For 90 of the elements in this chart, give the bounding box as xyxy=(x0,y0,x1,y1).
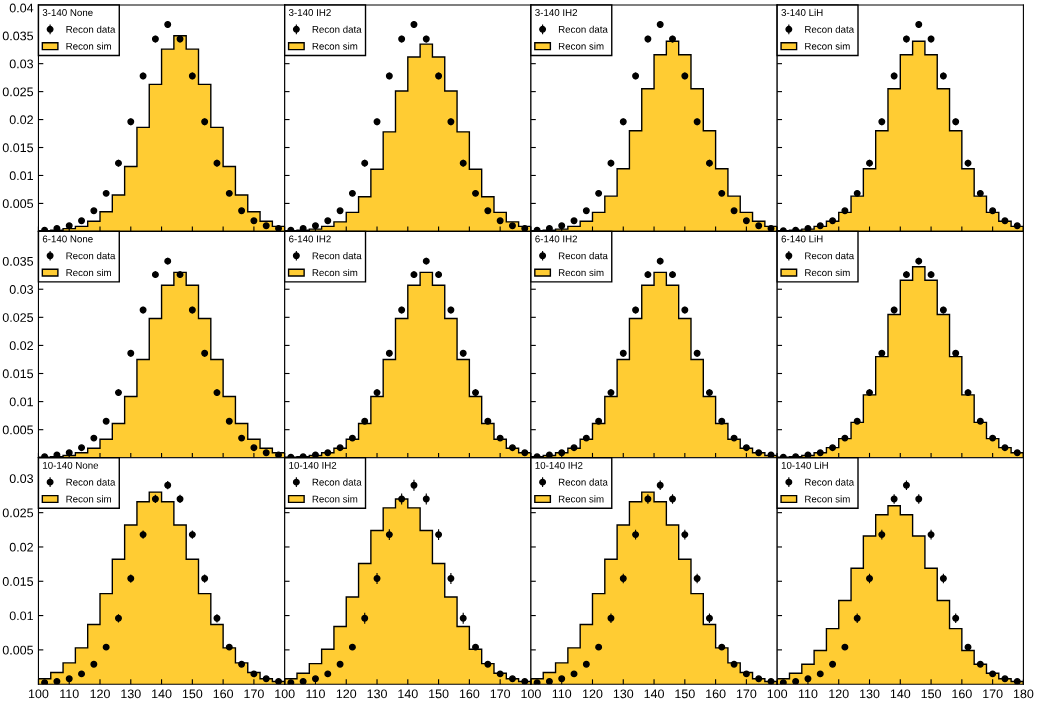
x-tick-label: 170 xyxy=(490,689,511,699)
y-tick-label: 0.03 xyxy=(9,474,34,484)
x-tick-label: 170 xyxy=(244,689,264,699)
legend-label: Recon data xyxy=(805,252,855,260)
y-tick-label: 0.04 xyxy=(9,3,34,13)
legend-label: Recon data xyxy=(312,252,362,260)
x-tick-label: 120 xyxy=(90,689,110,699)
legend-label: Recon sim xyxy=(558,268,604,277)
legend-title: 6-140 IH2 xyxy=(535,235,578,243)
legend-title: 3-140 None xyxy=(42,9,93,16)
legend-label: Recon data xyxy=(805,478,855,486)
x-tick-label: 180 xyxy=(1013,689,1034,699)
y-tick-label: 0.005 xyxy=(2,645,34,655)
x-tick-label: 160 xyxy=(952,689,972,699)
x-tick-label: 120 xyxy=(829,689,849,699)
x-tick-label: 100 xyxy=(521,689,541,699)
x-tick-label: 140 xyxy=(644,689,664,699)
x-tick-label: 160 xyxy=(459,689,480,699)
x-tick-label: 160 xyxy=(706,689,726,699)
x-tick-label: 150 xyxy=(675,689,695,699)
y-tick-label: 0.005 xyxy=(2,425,34,435)
legend-label: Recon data xyxy=(312,25,362,33)
legend-title: 10-140 IH2 xyxy=(289,461,337,469)
y-tick-label: 0.02 xyxy=(9,542,33,552)
y-tick-label: 0.025 xyxy=(2,313,34,322)
legend-label: Recon sim xyxy=(66,268,111,277)
legend-title: 6-140 IH2 xyxy=(289,235,331,243)
x-tick-label: 170 xyxy=(736,689,757,699)
y-tick-label: 0.025 xyxy=(2,87,34,97)
legend-label: Recon data xyxy=(558,25,608,33)
legend-label: Recon sim xyxy=(805,268,850,277)
legend-label: Recon sim xyxy=(558,495,604,503)
x-tick-label: 130 xyxy=(367,689,387,699)
y-tick-label: 0.01 xyxy=(9,397,33,407)
y-tick-label: 0.035 xyxy=(2,256,34,266)
legend-title: 6-140 None xyxy=(42,235,93,243)
x-tick-label: 100 xyxy=(767,689,788,699)
x-tick-label: 170 xyxy=(983,689,1003,699)
legend-title: 3-140 IH2 xyxy=(535,9,578,16)
legend-label: Recon data xyxy=(312,478,362,486)
legend-title: 3-140 IH2 xyxy=(288,9,331,16)
legend-title: 10-140 LiH xyxy=(781,461,828,469)
x-tick-label: 100 xyxy=(28,689,49,699)
x-tick-label: 130 xyxy=(121,689,141,699)
legend-label: Recon sim xyxy=(66,42,111,50)
y-tick-label: 0.015 xyxy=(2,577,34,586)
y-tick-label: 0.01 xyxy=(9,611,33,621)
legend-title: 6-140 LiH xyxy=(781,235,823,243)
x-tick-label: 150 xyxy=(429,689,449,699)
x-tick-label: 150 xyxy=(921,689,942,699)
y-tick-label: 0.03 xyxy=(9,285,34,294)
x-tick-label: 110 xyxy=(306,689,325,699)
x-tick-label: 120 xyxy=(583,689,603,699)
y-tick-label: 0.02 xyxy=(9,341,33,351)
legend-label: Recon sim xyxy=(312,268,358,277)
y-tick-label: 0.01 xyxy=(9,171,33,181)
x-tick-label: 140 xyxy=(890,689,911,699)
legend-label: Recon sim xyxy=(805,495,850,503)
legend-label: Recon sim xyxy=(558,42,604,50)
x-tick-label: 110 xyxy=(60,689,79,699)
legend-title: 10-140 None xyxy=(43,461,99,469)
y-tick-label: 0.025 xyxy=(2,508,34,518)
x-tick-label: 120 xyxy=(336,689,357,699)
legend-label: Recon data xyxy=(558,252,608,260)
legend-label: Recon data xyxy=(66,478,116,486)
x-tick-label: 130 xyxy=(613,689,634,699)
y-tick-label: 0.03 xyxy=(9,59,34,69)
legend-label: Recon sim xyxy=(66,495,111,503)
y-tick-label: 0.015 xyxy=(2,369,34,379)
y-tick-label: 0.005 xyxy=(2,199,34,209)
y-tick-label: 0.035 xyxy=(2,31,34,41)
legend-label: Recon data xyxy=(558,478,608,486)
legend-title: 3-140 LiH xyxy=(781,8,823,16)
legend-label: Recon data xyxy=(66,252,116,260)
legend-title: 10-140 IH2 xyxy=(535,461,583,469)
legend-label: Recon data xyxy=(805,25,855,33)
y-tick-label: 0.02 xyxy=(9,115,33,125)
x-tick-label: 140 xyxy=(152,689,172,699)
x-tick-label: 160 xyxy=(213,689,234,699)
x-tick-label: 110 xyxy=(798,689,818,699)
x-tick-label: 140 xyxy=(398,689,418,699)
legend-label: Recon sim xyxy=(805,42,850,50)
x-tick-label: 150 xyxy=(182,689,203,699)
legend-label: Recon sim xyxy=(312,495,358,503)
legend-label: Recon sim xyxy=(312,42,358,50)
legend-label: Recon data xyxy=(66,25,116,33)
y-tick-label: 0.015 xyxy=(2,143,34,153)
x-tick-label: 110 xyxy=(552,689,572,699)
x-tick-label: 100 xyxy=(275,689,295,699)
x-tick-label: 130 xyxy=(860,689,880,699)
